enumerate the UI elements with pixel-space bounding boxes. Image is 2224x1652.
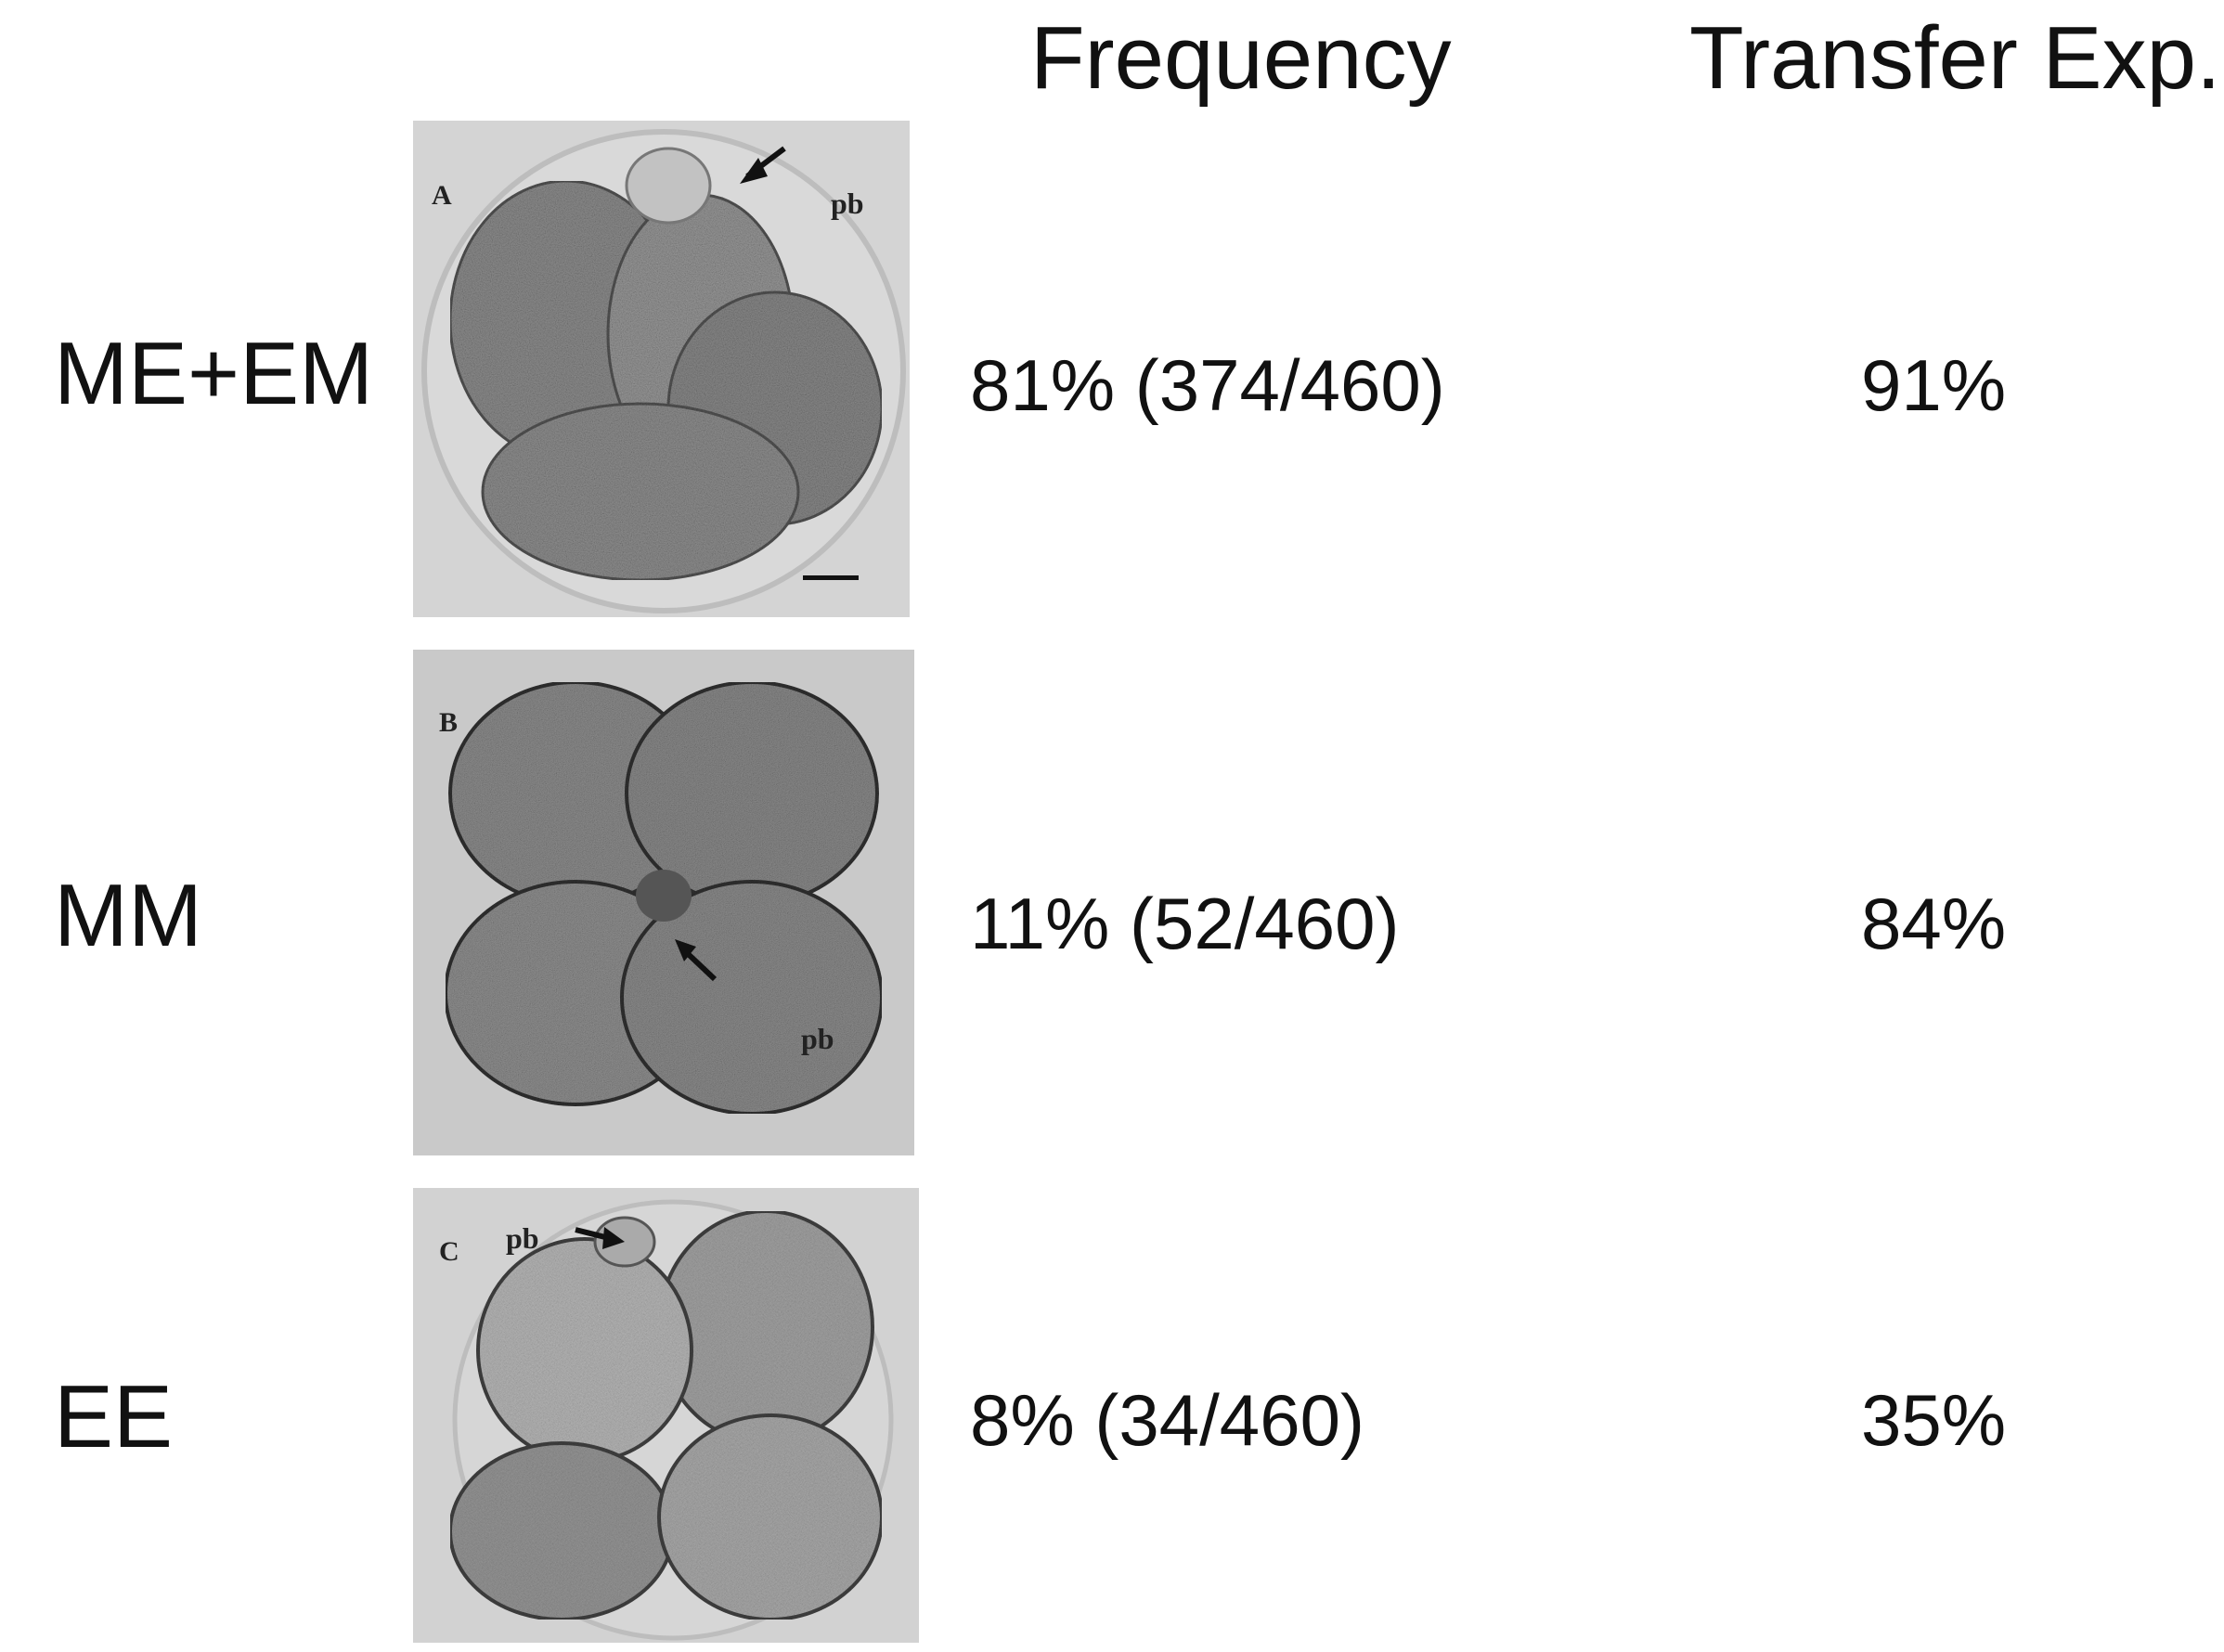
embryo-image-panel-a: A pb [413, 121, 910, 617]
panel-letter-c: C [439, 1236, 459, 1267]
transfer-value-mm: 84% [1861, 883, 2007, 964]
polar-body-label-c: pb [506, 1221, 539, 1255]
transfer-value-ee: 35% [1861, 1379, 2007, 1461]
embryo-image-panel-c: C pb [413, 1188, 919, 1643]
frequency-column-header: Frequency [1030, 8, 1452, 108]
row-label-mm: MM [54, 866, 202, 965]
frequency-value-mm: 11% (52/460) [970, 883, 1400, 964]
frequency-value-me-em: 81% (374/460) [970, 344, 1445, 426]
panel-letter-b: B [439, 707, 458, 738]
panel-letter-a: A [432, 180, 452, 211]
row-label-me-em: ME+EM [54, 324, 374, 423]
embryo-image-panel-b: B pb [413, 650, 914, 1155]
transfer-value-me-em: 91% [1861, 344, 2007, 426]
polar-body-label-b: pb [801, 1022, 834, 1055]
frequency-value-ee: 8% (34/460) [970, 1379, 1364, 1461]
transfer-column-header: Transfer Exp. [1689, 8, 2221, 108]
row-label-ee: EE [54, 1367, 174, 1466]
polar-body-label-a: pb [831, 187, 864, 220]
